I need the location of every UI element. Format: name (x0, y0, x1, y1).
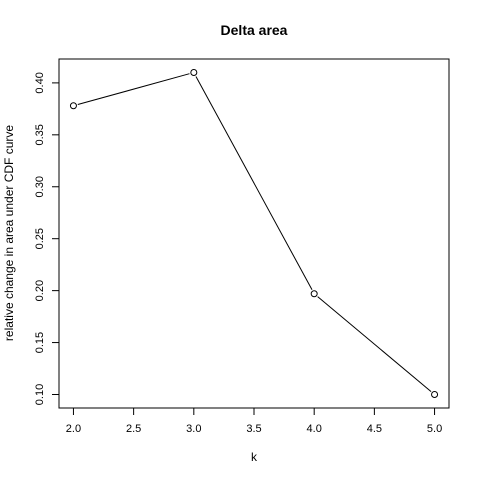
y-axis-label: relative change in area under CDF curve (2, 125, 16, 341)
data-point (69, 102, 77, 110)
y-tick-label: 0.35 (34, 124, 46, 145)
line-segment (195, 76, 313, 291)
chart-title: Delta area (221, 22, 288, 38)
x-tick-label: 4.0 (307, 423, 322, 435)
x-tick-label: 5.0 (427, 423, 442, 435)
line-segment (77, 73, 190, 106)
x-axis-label: k (251, 450, 258, 464)
y-tick-label: 0.20 (34, 280, 46, 301)
data-point (431, 390, 439, 398)
y-tick-label: 0.25 (34, 228, 46, 249)
line-segment (317, 296, 432, 392)
x-tick-label: 3.0 (186, 423, 201, 435)
x-axis: 2.0 2.5 3.0 3.5 4.0 4.5 5.0 (66, 407, 442, 435)
x-tick-label: 3.5 (246, 423, 261, 435)
y-tick-label: 0.30 (34, 176, 46, 197)
series-line (77, 73, 432, 392)
data-point (190, 69, 198, 77)
y-tick-label: 0.15 (34, 332, 46, 353)
y-tick-label: 0.40 (34, 72, 46, 93)
data-point (310, 290, 318, 298)
x-tick-label: 2.5 (126, 423, 141, 435)
y-tick-label: 0.10 (34, 384, 46, 405)
y-axis: 0.10 0.15 0.20 0.25 0.30 0.35 0.40 (34, 72, 60, 405)
x-tick-label: 4.5 (367, 423, 382, 435)
x-tick-label: 2.0 (66, 423, 81, 435)
data-points (69, 69, 439, 398)
